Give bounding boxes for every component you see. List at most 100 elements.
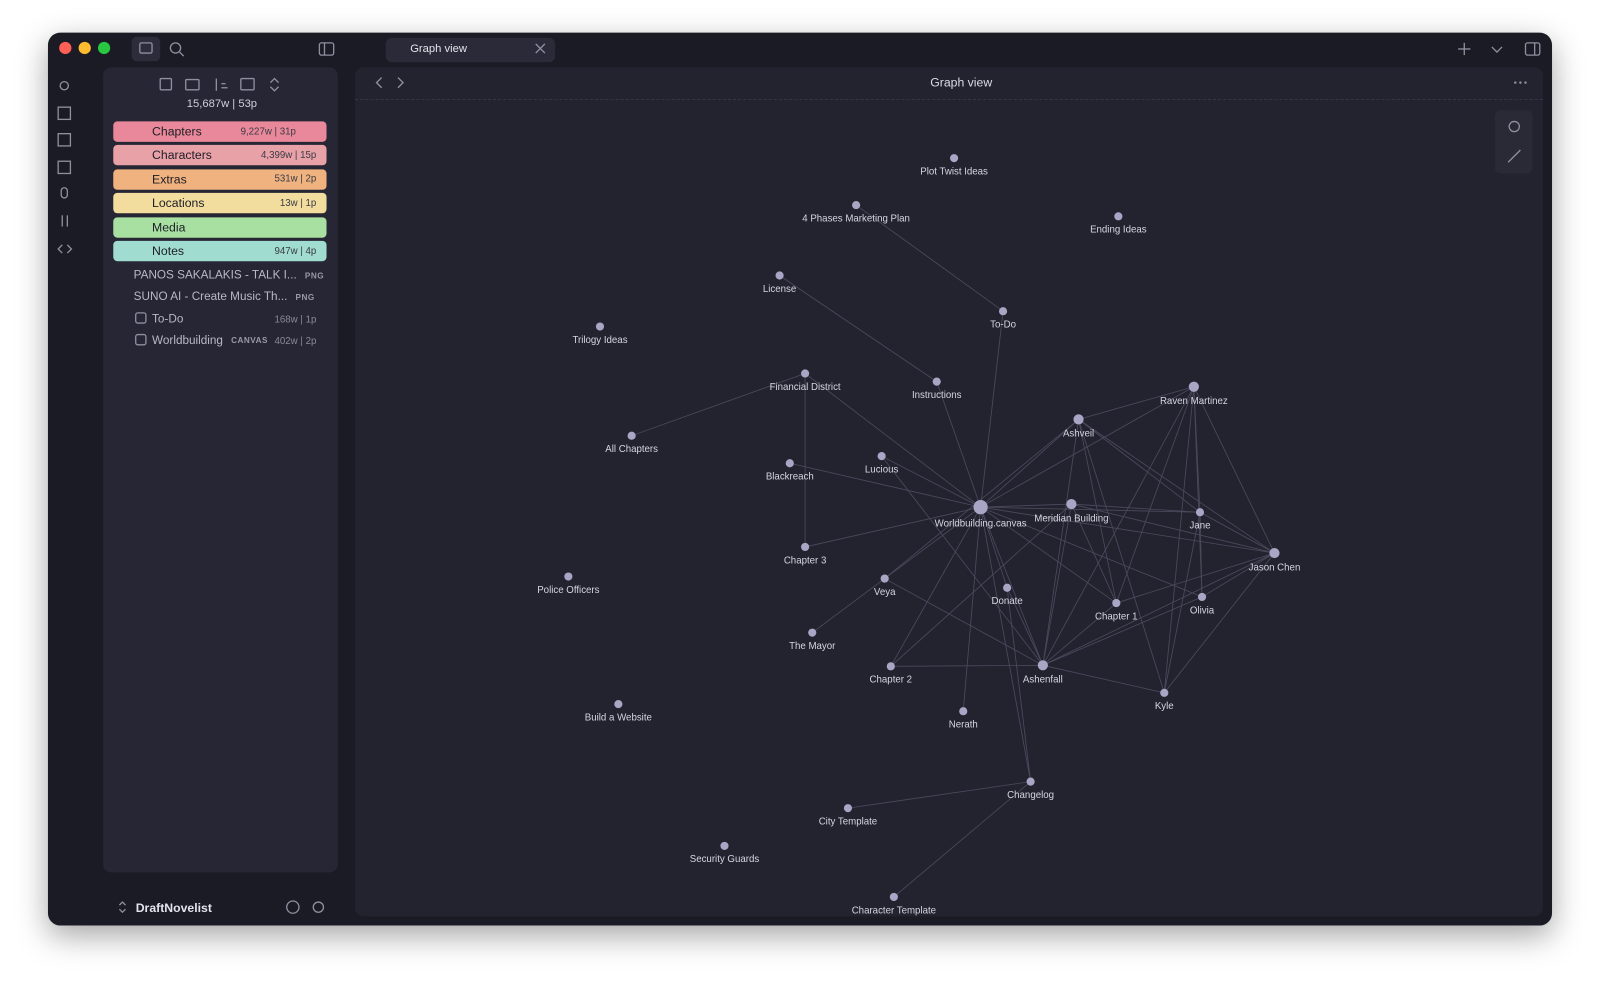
menu-dots[interactable] — [1514, 81, 1527, 84]
graph-node[interactable]: Blackreach — [766, 459, 814, 483]
graph-node[interactable]: Security Guards — [690, 841, 760, 865]
folder-stats: 531w | 2p — [274, 173, 317, 185]
graph-edge — [881, 455, 1044, 666]
graph-node[interactable]: All Chapters — [605, 431, 658, 455]
graph-node[interactable]: Police Officers — [537, 572, 600, 596]
close-button[interactable] — [59, 41, 72, 55]
graph-node[interactable]: Build a Website — [585, 699, 652, 723]
graph-edge — [980, 503, 1072, 508]
node-label: Trilogy Ideas — [572, 335, 627, 346]
folder-row[interactable]: Media — [113, 216, 327, 238]
graph-node[interactable]: Jane — [1189, 508, 1210, 532]
graph-node[interactable]: Plot Twist Ideas — [920, 154, 988, 177]
node-dot — [852, 201, 861, 210]
graph-node[interactable]: Raven Martinez — [1160, 381, 1228, 407]
tab-title: Graph view — [410, 42, 467, 56]
graph-edge — [1042, 504, 1072, 666]
graph-node[interactable]: 4 Phases Marketing Plan — [802, 201, 910, 224]
graph-edge — [884, 506, 981, 579]
graph-node[interactable]: Instructions — [912, 377, 962, 401]
graph-node[interactable]: Worldbuilding.canvas — [935, 499, 1027, 530]
file-row[interactable]: SUNO AI - Create Music Th... PNG — [134, 290, 315, 304]
graph-nodes: Plot Twist Ideas 4 Phases Marketing Plan E… — [537, 154, 1300, 916]
graph-node[interactable]: Donate — [992, 583, 1023, 607]
node-label: City Template — [819, 816, 878, 827]
graph-edge — [804, 373, 981, 508]
graph-node[interactable]: Chapter 2 — [870, 662, 913, 686]
node-dot — [973, 499, 988, 515]
file-row[interactable]: PANOS SAKALAKIS - TALK I... PNG — [134, 268, 324, 282]
folder-stats: 13w | 1p — [279, 197, 317, 209]
graph-node[interactable]: License — [763, 271, 796, 295]
graph-node[interactable]: Olivia — [1190, 592, 1215, 616]
graph-edge — [1071, 503, 1117, 604]
folder-row[interactable]: Characters 4,399w | 15p — [113, 145, 327, 166]
graph-edge — [1042, 552, 1275, 666]
graph-node[interactable]: Ending Ideas — [1090, 212, 1147, 236]
graph-edge — [1163, 512, 1201, 693]
graph-edge — [884, 578, 1044, 666]
node-label: Chapter 3 — [784, 555, 827, 566]
folder-name: Notes — [152, 243, 185, 259]
file-row[interactable]: To-Do — [152, 312, 183, 326]
graph-node[interactable]: Veya — [874, 574, 896, 598]
zoom-button[interactable] — [97, 41, 111, 55]
graph-node[interactable]: Financial District — [770, 369, 841, 393]
minimize-button[interactable] — [78, 41, 91, 55]
graph-edge — [980, 506, 1044, 666]
graph-node[interactable]: Trilogy Ideas — [572, 322, 628, 346]
node-label: Kyle — [1155, 701, 1174, 712]
graph-node[interactable]: Lucious — [865, 452, 899, 475]
file-icon — [135, 333, 147, 346]
node-label: Character Template — [852, 905, 936, 916]
graph-node[interactable]: City Template — [819, 804, 878, 827]
folder-row[interactable]: Chapters 9,227w | 31p — [113, 121, 327, 142]
graph-node[interactable]: To-Do — [990, 307, 1016, 331]
folder-stats: 947w | 4p — [274, 245, 317, 257]
graph-node[interactable]: Kyle — [1155, 688, 1174, 712]
node-dot — [595, 322, 605, 331]
node-dot — [959, 707, 968, 716]
node-dot — [1160, 688, 1169, 697]
vault-name[interactable]: DraftNovelist — [135, 901, 212, 916]
file-row[interactable]: Worldbuilding CANVAS — [152, 334, 268, 348]
node-label: Raven Martinez — [1160, 396, 1228, 407]
node-dot — [1114, 212, 1123, 221]
graph-node[interactable]: Chapter 3 — [784, 542, 827, 566]
node-dot — [808, 628, 817, 637]
graph-edge — [789, 462, 981, 508]
graph-node[interactable]: Jason Chen — [1249, 547, 1301, 573]
graph-edge — [1116, 552, 1275, 604]
graph-node[interactable]: Meridian Building — [1034, 498, 1109, 524]
graph-edge — [980, 506, 1117, 604]
tab[interactable] — [385, 37, 556, 63]
file-name: To-Do — [152, 312, 184, 326]
graph-edge — [980, 507, 1008, 588]
node-dot — [1003, 583, 1012, 592]
node-label: All Chapters — [605, 444, 658, 455]
node-label: To-Do — [990, 320, 1016, 331]
files-tab-button[interactable] — [131, 36, 161, 62]
folder-row[interactable]: Extras 531w | 2p — [113, 169, 327, 190]
graph-node[interactable]: Chapter 1 — [1095, 598, 1138, 622]
graph-node[interactable]: Nerath — [949, 707, 978, 731]
folder-row[interactable]: Locations 13w | 1p — [113, 193, 327, 214]
node-label: Veya — [874, 587, 896, 598]
graph-node[interactable]: Changelog — [1007, 777, 1054, 801]
node-label: Nerath — [949, 720, 978, 731]
file-name: SUNO AI - Create Music Th... — [133, 291, 288, 304]
graph-controls[interactable] — [1494, 110, 1533, 174]
graph-node[interactable]: Ashenfall — [1023, 660, 1063, 686]
graph-node[interactable]: The Mayor — [789, 628, 836, 652]
node-label: Jane — [1189, 521, 1210, 532]
file-stats: 402w | 2p — [274, 335, 317, 347]
folder-row[interactable]: Notes 947w | 4p — [113, 240, 327, 262]
node-dot — [1188, 381, 1199, 392]
node-label: The Mayor — [789, 641, 836, 652]
graph-node[interactable]: Ashveil — [1063, 414, 1094, 440]
graph-edge — [1042, 664, 1165, 694]
graph-edge — [893, 781, 1031, 898]
graph-node[interactable]: Character Template — [852, 892, 936, 916]
graph-edge — [936, 381, 981, 508]
